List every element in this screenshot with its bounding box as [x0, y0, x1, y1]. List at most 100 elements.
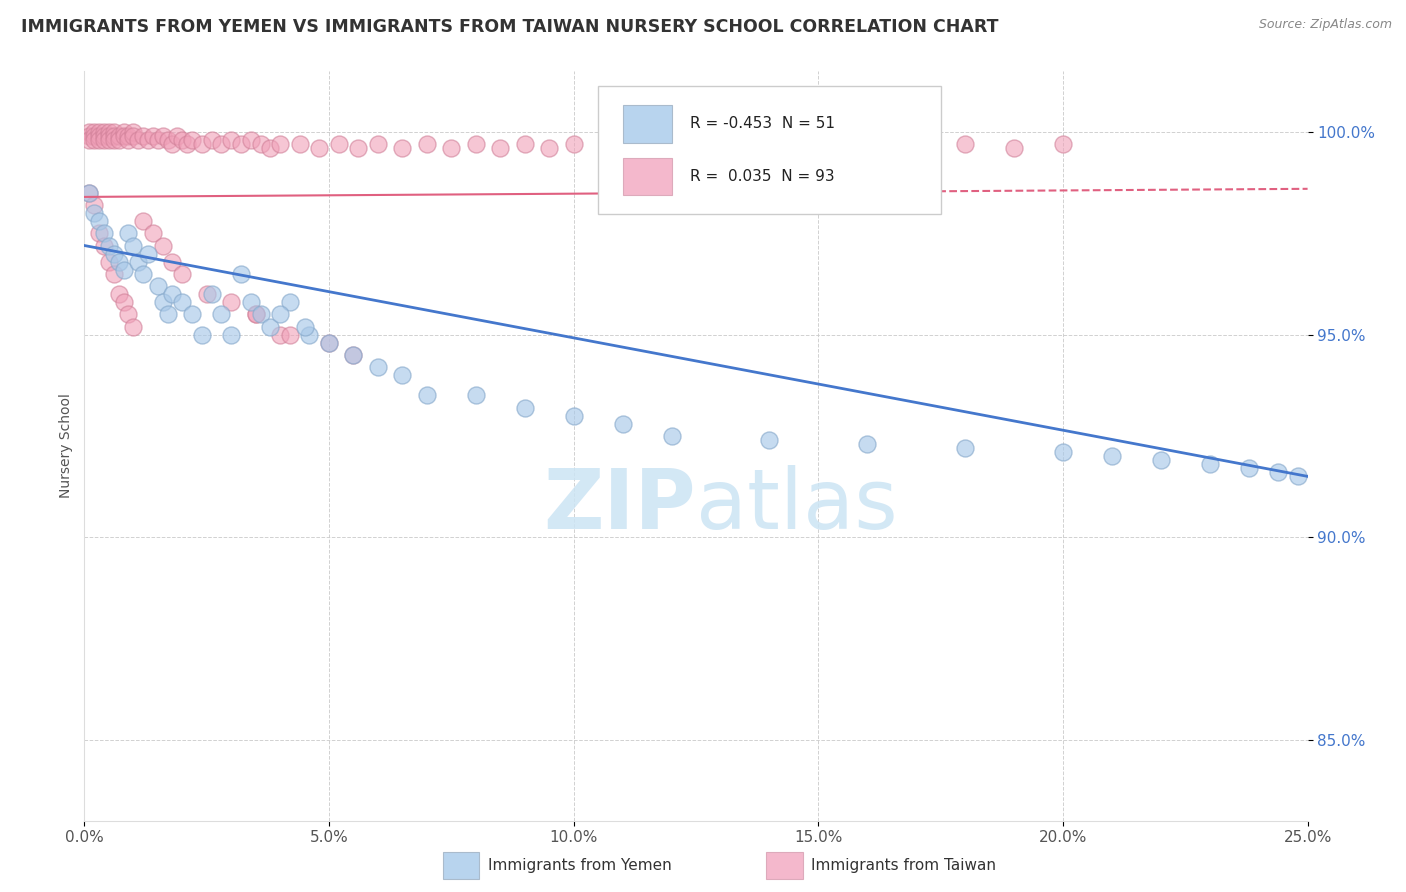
- Text: atlas: atlas: [696, 466, 897, 547]
- Point: [172, 267, 194, 281]
- Point: [93, 125, 115, 139]
- Point: [97, 133, 120, 147]
- Point: [367, 359, 389, 374]
- Point: [132, 267, 155, 281]
- Point: [156, 307, 179, 321]
- Point: [612, 417, 634, 431]
- Point: [103, 129, 125, 144]
- Point: [538, 141, 561, 155]
- Point: [209, 307, 232, 321]
- Text: ZIP: ZIP: [544, 466, 696, 547]
- Point: [97, 125, 120, 139]
- Point: [107, 129, 129, 144]
- Point: [298, 327, 321, 342]
- Point: [1237, 461, 1260, 475]
- Point: [249, 137, 271, 152]
- Point: [77, 186, 100, 200]
- Point: [146, 133, 169, 147]
- Point: [308, 141, 330, 155]
- Point: [87, 214, 110, 228]
- Point: [856, 137, 879, 152]
- Text: R =  0.035  N = 93: R = 0.035 N = 93: [690, 169, 835, 184]
- FancyBboxPatch shape: [598, 87, 941, 214]
- Point: [136, 246, 159, 260]
- Point: [112, 295, 135, 310]
- Point: [77, 186, 100, 200]
- Point: [1101, 449, 1123, 463]
- Point: [93, 238, 115, 252]
- Point: [200, 287, 222, 301]
- Point: [612, 141, 634, 155]
- Point: [229, 267, 252, 281]
- Text: IMMIGRANTS FROM YEMEN VS IMMIGRANTS FROM TAIWAN NURSERY SCHOOL CORRELATION CHART: IMMIGRANTS FROM YEMEN VS IMMIGRANTS FROM…: [21, 18, 998, 36]
- Point: [200, 133, 222, 147]
- Point: [391, 141, 413, 155]
- Point: [905, 141, 928, 155]
- Point: [259, 319, 281, 334]
- Point: [1002, 141, 1025, 155]
- Point: [87, 129, 110, 144]
- Point: [132, 129, 155, 144]
- Point: [172, 133, 194, 147]
- Point: [1052, 445, 1074, 459]
- Point: [181, 133, 204, 147]
- Text: R = -0.453  N = 51: R = -0.453 N = 51: [690, 116, 835, 131]
- Point: [709, 141, 731, 155]
- Point: [464, 137, 486, 152]
- Point: [117, 133, 139, 147]
- Point: [661, 137, 683, 152]
- Point: [83, 198, 105, 212]
- Point: [489, 141, 512, 155]
- Point: [367, 137, 389, 152]
- Point: [416, 388, 439, 402]
- Point: [245, 307, 267, 321]
- Point: [856, 437, 879, 451]
- Point: [176, 137, 198, 152]
- Point: [249, 307, 271, 321]
- Point: [416, 137, 439, 152]
- Point: [391, 368, 413, 383]
- Point: [195, 287, 218, 301]
- Point: [229, 137, 252, 152]
- Point: [162, 287, 184, 301]
- Point: [513, 137, 536, 152]
- Point: [294, 319, 316, 334]
- Point: [278, 327, 301, 342]
- Point: [269, 137, 291, 152]
- Point: [127, 133, 149, 147]
- Text: Source: ZipAtlas.com: Source: ZipAtlas.com: [1258, 18, 1392, 31]
- Point: [142, 129, 165, 144]
- Point: [245, 307, 267, 321]
- Point: [122, 125, 145, 139]
- Point: [1198, 457, 1220, 471]
- Point: [87, 125, 110, 139]
- Point: [142, 227, 165, 241]
- Point: [122, 129, 145, 144]
- Point: [93, 129, 115, 144]
- Point: [117, 307, 139, 321]
- Point: [328, 137, 350, 152]
- FancyBboxPatch shape: [623, 105, 672, 143]
- Point: [87, 133, 110, 147]
- Point: [1267, 466, 1289, 480]
- Point: [103, 133, 125, 147]
- Point: [103, 267, 125, 281]
- Point: [219, 327, 242, 342]
- Point: [127, 254, 149, 268]
- Point: [562, 137, 585, 152]
- Point: [318, 335, 340, 350]
- Point: [1150, 453, 1173, 467]
- Point: [562, 409, 585, 423]
- Point: [146, 279, 169, 293]
- Point: [269, 307, 291, 321]
- Point: [97, 254, 120, 268]
- Y-axis label: Nursery School: Nursery School: [59, 393, 73, 499]
- Point: [97, 238, 120, 252]
- Point: [156, 133, 179, 147]
- Point: [112, 262, 135, 277]
- Point: [347, 141, 370, 155]
- Point: [103, 246, 125, 260]
- Point: [219, 133, 242, 147]
- Point: [136, 133, 159, 147]
- Point: [239, 133, 262, 147]
